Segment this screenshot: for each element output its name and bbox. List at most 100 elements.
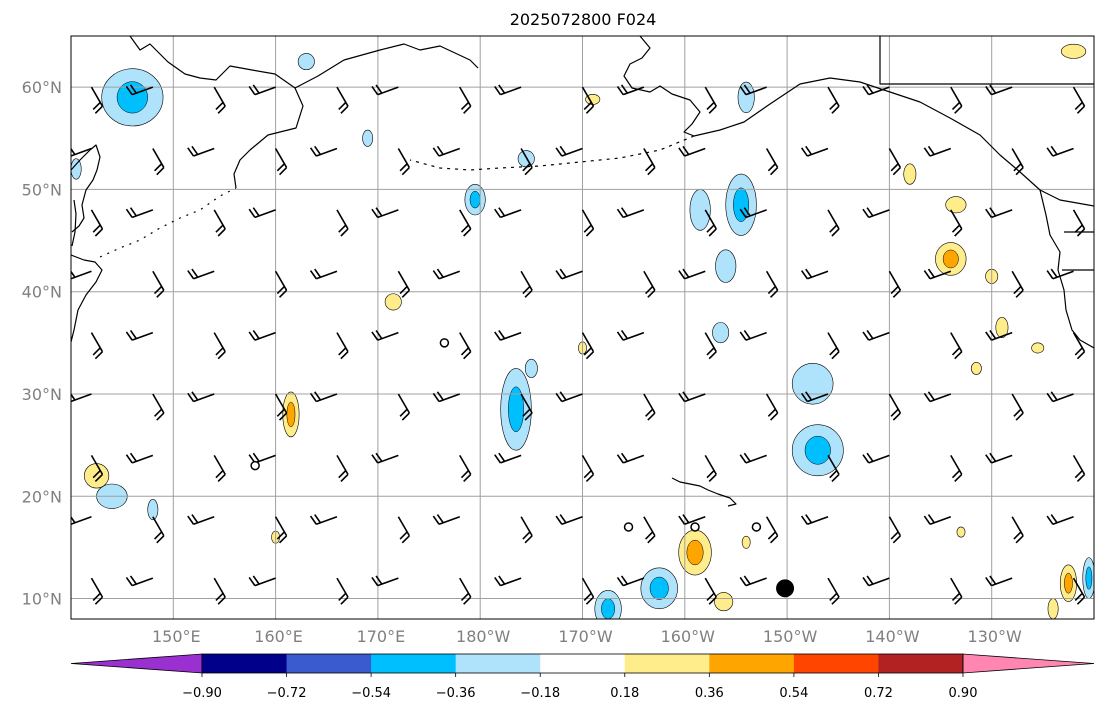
coastline-chukotka [294, 43, 479, 89]
wind-barb [1046, 391, 1074, 403]
wind-barb [71, 393, 92, 403]
wind-barb [704, 332, 717, 360]
wind-barb [71, 515, 92, 525]
wind-barb [459, 209, 472, 237]
wind-barb [985, 207, 1013, 219]
wind-barb [678, 145, 706, 157]
wind-barb [274, 270, 288, 298]
wind-barb [213, 332, 226, 360]
wind-barb [581, 86, 595, 114]
wind-barb [800, 514, 829, 525]
wind-barb [862, 575, 890, 587]
wind-barb [187, 514, 215, 525]
wind-barb [704, 454, 717, 483]
colorbar-tick-label: −0.36 [436, 686, 476, 701]
lat-label: 50°N [22, 180, 62, 199]
wind-barb [581, 454, 595, 483]
contour-fill-layer [71, 43, 1094, 619]
wind-barb [616, 575, 645, 587]
wind-barb [520, 270, 533, 298]
wind-barb [152, 148, 165, 176]
positive-contour-core [286, 401, 296, 428]
colorbar-tick-label: 0.90 [949, 686, 978, 701]
colorbar-segment [202, 654, 288, 673]
wind-barb [555, 268, 583, 280]
wind-barb [125, 575, 154, 587]
wind-barb [371, 207, 399, 219]
wind-barb [678, 514, 706, 525]
colorbar-outline [201, 653, 964, 674]
wind-barb [1072, 577, 1086, 605]
negative-contour-core [508, 386, 524, 433]
wind-barb [765, 148, 779, 176]
wind-barb [90, 332, 104, 360]
coastlines [71, 36, 1094, 507]
coastline-siberia [129, 36, 304, 189]
wind-barb [888, 393, 902, 421]
wind-barb [213, 577, 226, 605]
wind-barb [923, 514, 952, 525]
colorbar-tick-label: −0.90 [182, 686, 222, 701]
wind-barb [1011, 516, 1024, 544]
colorbar-tick-label: −0.72 [267, 686, 307, 701]
wind-barb [950, 454, 963, 483]
colorbar-segment [286, 654, 372, 673]
calm-wind-circles [250, 338, 762, 532]
graticule [71, 36, 1094, 619]
location-marker [776, 579, 795, 598]
lat-label: 40°N [22, 283, 62, 302]
wind-barb [704, 86, 717, 114]
wind-barb [888, 270, 902, 298]
colorbar-extend-high [962, 653, 1095, 674]
lon-label: 150°W [763, 627, 818, 646]
wind-barb [152, 393, 165, 421]
canada-border [879, 36, 1094, 85]
positive-contour [741, 535, 751, 549]
wind-barb [274, 148, 288, 176]
wind-barb [678, 391, 706, 403]
wind-barb [125, 452, 154, 464]
wind-barb [827, 332, 840, 360]
coastline-bc [1039, 189, 1094, 349]
negative-contour [71, 158, 82, 180]
colorbar-segment [793, 654, 879, 673]
wind-barb [800, 145, 829, 157]
negative-contour-core [649, 576, 669, 600]
positive-contour-core [686, 539, 704, 566]
positive-contour [995, 316, 1009, 339]
map-title: 2025072800 F024 [510, 10, 657, 29]
negative-contour [791, 362, 834, 405]
lat-label: 60°N [22, 78, 62, 97]
wind-barb [248, 575, 276, 587]
colorbar-segment [709, 654, 795, 673]
colorbar-tick-label: −0.18 [520, 686, 560, 701]
wind-barb [213, 454, 226, 483]
wind-barb [678, 268, 706, 280]
wind-barb [336, 86, 349, 114]
wind-barb [336, 454, 349, 483]
wind-barb [1011, 393, 1024, 421]
lon-label: 180°W [456, 627, 511, 646]
wind-barb [90, 577, 104, 605]
wind-barb [1072, 86, 1086, 114]
wind-barb [494, 452, 522, 464]
colorbar-segment [540, 654, 626, 673]
colorbar-tick-label: −0.54 [351, 686, 391, 701]
lon-label: 160°W [661, 627, 716, 646]
wind-barb [555, 145, 583, 157]
wind-barb [555, 514, 583, 525]
wind-barb [704, 577, 717, 605]
lon-label: 150°E [152, 627, 201, 646]
positive-contour [903, 163, 917, 185]
wind-barb [616, 207, 645, 219]
wind-barb [397, 148, 411, 176]
wind-barb [950, 86, 963, 114]
wind-barb [1011, 270, 1024, 298]
positive-contour [83, 463, 110, 489]
wind-barb [1011, 148, 1024, 176]
wind-barb [309, 268, 338, 280]
positive-contour-core [942, 249, 959, 269]
negative-contour-core [804, 435, 831, 465]
positive-contour [1060, 43, 1087, 59]
lat-label: 20°N [22, 487, 62, 506]
